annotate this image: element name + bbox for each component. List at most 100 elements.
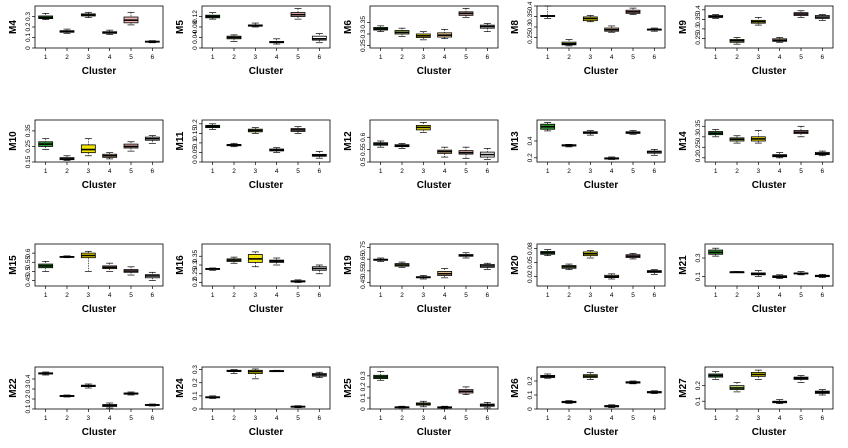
box-cluster-4 [269,369,285,373]
chart-m11: 00.050.10.150.2 1 2 3 4 5 6 Cluster M11 [175,119,331,191]
plot-frame [536,5,666,49]
plot-frame [369,243,499,287]
y-tick-label: 0.05 [192,146,199,159]
box-cluster-2 [226,142,242,148]
y-tick-label: 0.5 [360,157,367,166]
box-cluster-1 [540,122,556,132]
x-tick-label: 5 [631,54,635,61]
y-tick-label: 0.2 [25,394,32,403]
chart-m21: 0.1 0.3 1 2 3 4 5 6 Cluster M21 [678,243,834,315]
box-cluster-3 [247,127,263,134]
y-tick-label: 0.25 [695,141,702,154]
box-cluster-3 [750,270,766,278]
x-tick-label: 2 [232,168,236,175]
y-tick-label: 0.2 [527,376,534,385]
x-tick-label: 6 [151,415,155,422]
x-tick-label: 5 [799,415,803,422]
x-tick-label: 1 [379,168,383,175]
x-tick-label: 3 [422,415,426,422]
x-tick-label: 3 [589,168,593,175]
box-cluster-1 [708,14,724,19]
x-tick-label: 1 [211,415,215,422]
box-cluster-6 [646,390,662,394]
box-cluster-1 [205,12,221,20]
y-tick-label: 0.1 [192,138,199,147]
x-tick-label: 1 [546,415,550,422]
box-cluster-1 [708,247,724,257]
y-axis-title: M19 [343,255,354,275]
x-tick-label: 1 [546,292,550,299]
y-tick-label: 0.2 [360,382,367,391]
y-tick-label: 0.65 [360,252,367,265]
x-axis-title: Cluster [584,180,619,191]
y-tick-label: 0.04 [192,31,199,44]
x-tick-label: 4 [108,54,112,61]
chart-m9: 0.250.30.350.4 1 2 3 4 5 6 Cluster M9 [678,5,834,77]
x-tick-label: 2 [65,415,69,422]
box-cluster-4 [102,152,118,160]
y-tick-label: 0.35 [695,120,702,133]
chart-m25: 0 0.1 0.2 0.3 1 2 3 4 5 6 Cluster M25 [343,366,499,438]
chart-m10: 0.15 0.25 0.35 1 2 3 4 5 6 Cluster M10 [8,119,164,191]
plot-frame [704,5,834,49]
box-cluster-1 [540,5,556,19]
x-tick-label: 5 [296,54,300,61]
box-cluster-1 [540,249,556,257]
y-tick-label: 0.2 [695,153,702,162]
x-axis-title: Cluster [752,66,787,77]
box-cluster-2 [59,255,75,259]
y-tick-label: 0.3 [527,22,534,31]
y-tick-label: 0.4 [527,1,534,10]
x-tick-label: 2 [232,54,236,61]
x-tick-label: 2 [65,54,69,61]
x-tick-label: 4 [778,54,782,61]
box-cluster-1 [205,123,221,130]
y-tick-label: 0.2 [527,153,534,162]
x-axis-title: Cluster [417,180,452,191]
y-tick-label: 0.1 [695,396,702,405]
box-cluster-4 [269,147,285,153]
y-tick-label: 0.4 [527,136,534,145]
y-tick-label: 0.15 [192,127,199,140]
box-cluster-1 [38,260,54,272]
x-tick-label: 1 [714,54,718,61]
chart-m22: 0.10.20.30.4 1 2 3 4 5 6 Cluster M22 [8,366,164,438]
x-tick-label: 3 [757,292,761,299]
box-cluster-1 [38,138,54,150]
chart-m12: 0.50.55 0.6 1 2 3 4 5 6 Cluster M12 [343,119,499,191]
box-cluster-1 [373,25,389,33]
box-cluster-2 [394,143,410,149]
x-tick-label: 4 [275,168,279,175]
x-tick-label: 2 [567,168,571,175]
y-tick-label: 0.1 [360,393,367,402]
box-cluster-6 [814,14,830,21]
box-cluster-6 [814,273,830,278]
y-tick-label: 0.4 [25,374,32,383]
box-cluster-5 [123,141,139,152]
x-tick-label: 1 [211,54,215,61]
box-cluster-5 [458,252,474,259]
x-tick-label: 6 [821,168,825,175]
box-cluster-6 [144,403,160,407]
box-cluster-1 [708,129,724,138]
x-tick-label: 6 [653,168,657,175]
y-tick-label: 0.05 [527,256,534,269]
y-tick-label: 0.6 [25,248,32,257]
x-tick-label: 2 [400,415,404,422]
x-tick-label: 6 [653,54,657,61]
y-tick-label: 0.3 [695,24,702,33]
x-axis-title: Cluster [249,304,284,315]
y-tick-label: 0.35 [360,16,367,29]
box-cluster-2 [729,271,745,274]
box-cluster-3 [415,122,431,133]
box-cluster-5 [625,130,641,135]
y-axis-title: M12 [343,131,354,151]
y-tick-label: 0.3 [695,253,702,262]
x-tick-label: 3 [87,168,91,175]
x-axis-title: Cluster [82,427,117,438]
x-tick-label: 6 [151,168,155,175]
x-tick-label: 6 [318,54,322,61]
box-cluster-4 [102,29,118,35]
box-cluster-5 [793,271,809,276]
box-cluster-6 [479,262,495,271]
